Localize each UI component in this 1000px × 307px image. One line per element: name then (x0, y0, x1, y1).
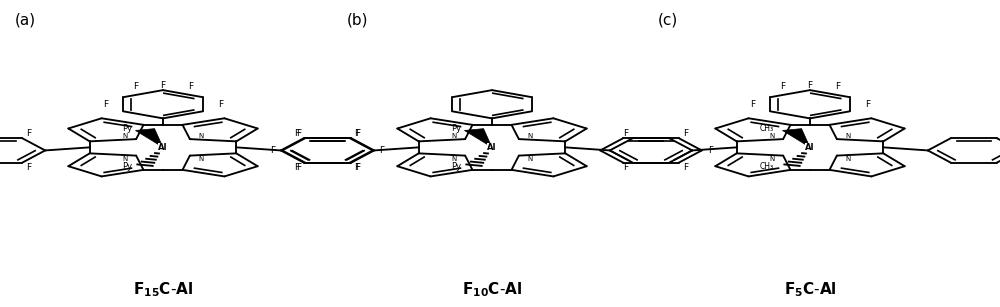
Text: F: F (708, 146, 714, 155)
Text: F: F (296, 129, 301, 138)
Text: F: F (354, 129, 359, 138)
Text: F: F (835, 82, 840, 91)
Text: Al: Al (805, 143, 815, 152)
Text: F: F (188, 82, 193, 91)
Polygon shape (782, 129, 810, 147)
Text: F: F (865, 100, 870, 109)
Text: F: F (780, 82, 785, 91)
Text: $\mathbf{F_{15}C\text{-}Al}$: $\mathbf{F_{15}C\text{-}Al}$ (133, 281, 193, 299)
Text: N: N (122, 133, 127, 139)
Text: F: F (807, 81, 813, 90)
Text: Al: Al (158, 143, 168, 152)
Text: F: F (218, 100, 223, 109)
Text: F: F (683, 163, 688, 172)
Text: F: F (296, 163, 301, 172)
Text: (a): (a) (15, 12, 36, 27)
Polygon shape (135, 129, 163, 147)
Text: N: N (122, 156, 127, 162)
Text: CH₃: CH₃ (760, 123, 774, 133)
Text: (c): (c) (658, 12, 678, 27)
Text: N: N (451, 133, 456, 139)
Text: F: F (354, 163, 359, 172)
Text: F: F (356, 163, 361, 172)
Polygon shape (464, 129, 492, 147)
Text: Py: Py (451, 123, 461, 133)
Text: Py: Py (122, 123, 132, 133)
Text: F: F (27, 163, 32, 172)
Text: F: F (356, 129, 361, 138)
Text: N: N (528, 156, 533, 162)
Text: N: N (769, 156, 774, 162)
Text: F: F (27, 129, 32, 138)
Text: Py: Py (122, 162, 132, 171)
Text: F: F (623, 163, 628, 172)
Text: F: F (750, 100, 755, 109)
Text: F: F (683, 129, 688, 138)
Text: F: F (103, 100, 108, 109)
Text: N: N (528, 133, 533, 139)
Text: F: F (160, 81, 166, 90)
Text: N: N (451, 156, 456, 162)
Text: N: N (199, 156, 204, 162)
Text: F: F (294, 163, 299, 172)
Text: N: N (846, 156, 851, 162)
Text: N: N (199, 133, 204, 139)
Text: N: N (846, 133, 851, 139)
Text: F: F (270, 146, 276, 155)
Text: F: F (379, 146, 385, 155)
Text: Al: Al (487, 143, 497, 152)
Text: F: F (133, 82, 138, 91)
Text: CH₃: CH₃ (760, 162, 774, 171)
Text: (b): (b) (347, 12, 368, 27)
Text: $\mathbf{F_{10}C\text{-}Al}$: $\mathbf{F_{10}C\text{-}Al}$ (462, 281, 522, 299)
Text: F: F (623, 129, 628, 138)
Text: Py: Py (451, 162, 461, 171)
Text: N: N (769, 133, 774, 139)
Text: $\mathbf{F_5C\text{-}Al}$: $\mathbf{F_5C\text{-}Al}$ (784, 281, 836, 299)
Text: F: F (294, 129, 299, 138)
